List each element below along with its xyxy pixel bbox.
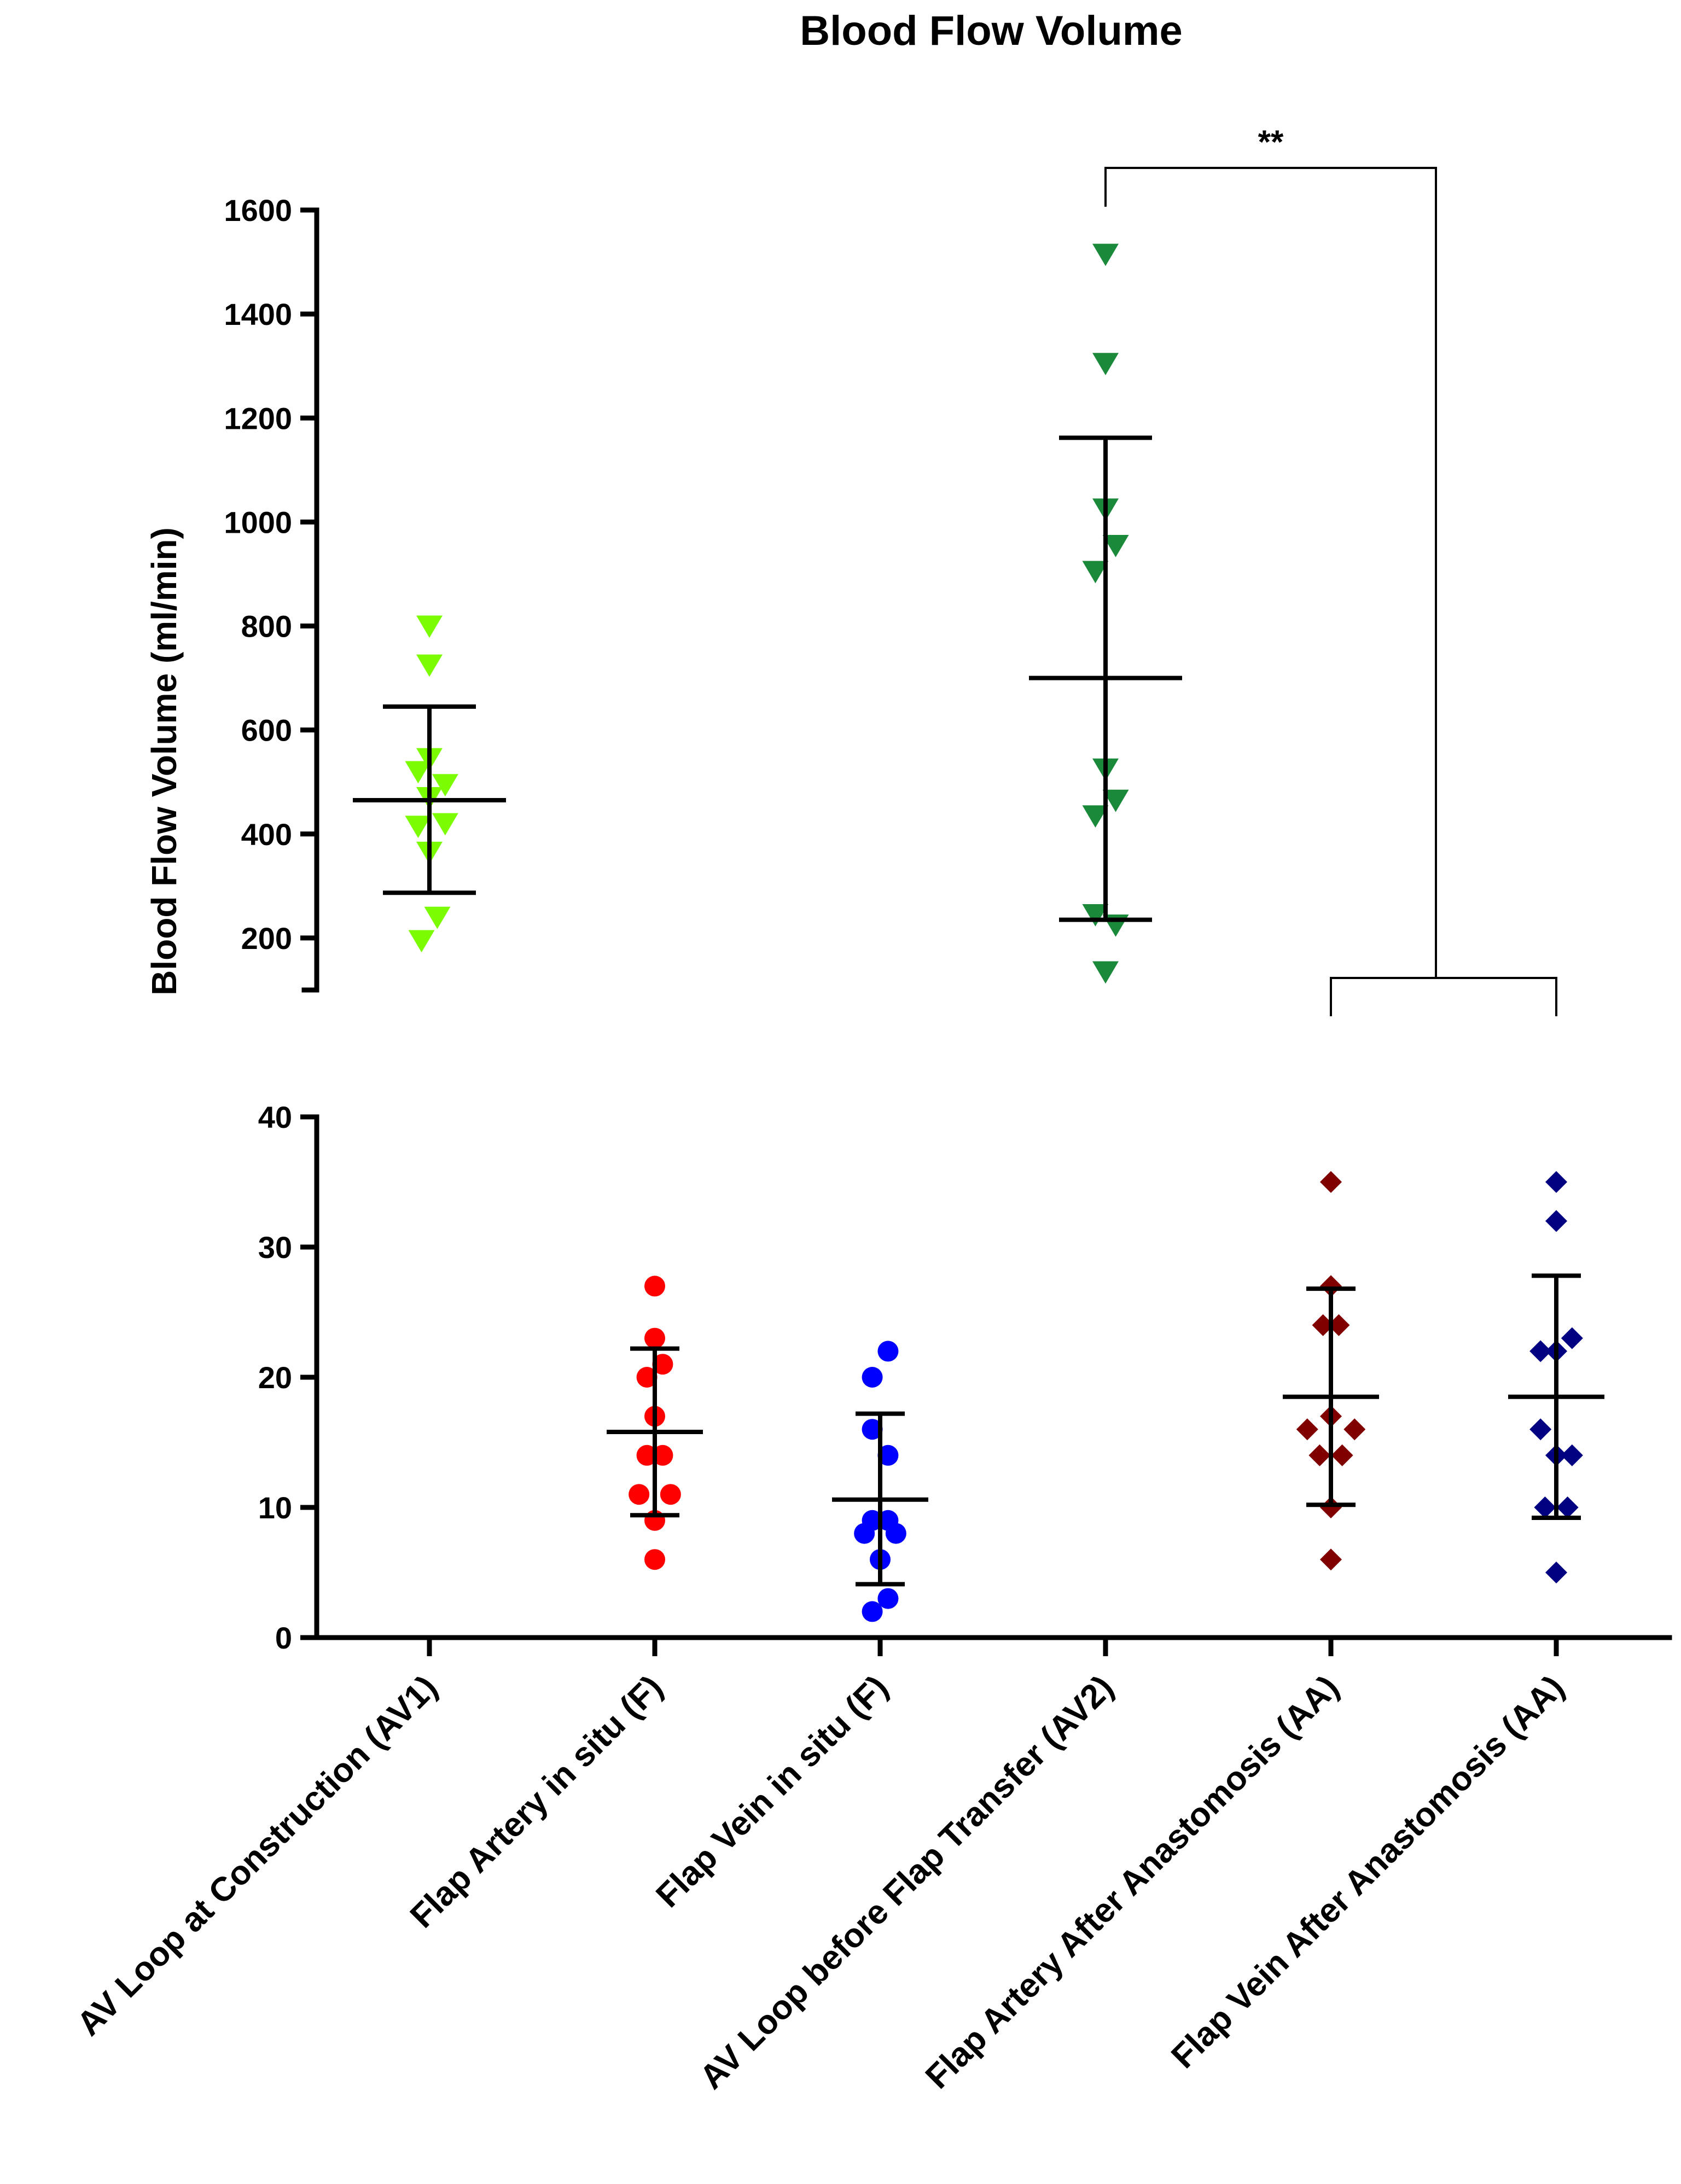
y-tick-label: 1000 [224, 505, 292, 539]
data-point-circle [877, 1445, 899, 1466]
data-point-circle [644, 1276, 665, 1297]
data-point-triangle [416, 654, 443, 677]
data-point-diamond [1296, 1418, 1318, 1441]
series-group [353, 615, 506, 953]
data-series [353, 243, 1604, 1622]
y-axis-label: Blood Flow Volume (ml/min) [144, 527, 184, 995]
x-category-label: Flap Artery After Anastomosis (AA) [918, 1668, 1346, 2096]
data-point-diamond [1556, 1496, 1579, 1518]
data-point-circle [652, 1445, 673, 1466]
data-point-circle [636, 1445, 658, 1466]
x-category-label: Flap Vein in situ (F) [649, 1668, 895, 1915]
bracket-main [1104, 167, 1437, 978]
data-point-circle [862, 1419, 883, 1440]
data-point-circle [885, 1523, 906, 1544]
y-tick-label: 200 [241, 921, 292, 956]
axes [301, 207, 1672, 1640]
x-category-label: AV Loop before Flap Transfer (AV2) [693, 1668, 1121, 2096]
data-point-triangle [1102, 789, 1129, 812]
y-tick-label: 1400 [224, 297, 292, 331]
bracket-sub [1330, 977, 1557, 1016]
data-point-diamond [1561, 1444, 1583, 1466]
data-point-triangle [432, 774, 458, 797]
series-group [1508, 1171, 1604, 1583]
data-point-diamond [1320, 1496, 1342, 1518]
data-point-diamond [1545, 1562, 1567, 1583]
y-tick-label: 0 [275, 1621, 292, 1655]
data-point-diamond [1534, 1496, 1556, 1518]
chart-title: Blood Flow Volume [800, 8, 1182, 54]
y-tick-label: 600 [241, 713, 292, 748]
y-tick-label: 400 [241, 817, 292, 852]
data-point-diamond [1545, 1210, 1567, 1232]
data-point-diamond [1308, 1444, 1331, 1466]
data-point-diamond [1331, 1444, 1353, 1466]
data-point-circle [644, 1549, 665, 1570]
x-category-label: Flap Vein After Anastomosis (AA) [1164, 1668, 1572, 2076]
data-point-triangle [405, 761, 432, 784]
y-tick-label: 30 [258, 1230, 292, 1265]
y-tick-label: 800 [241, 609, 292, 644]
data-point-circle [629, 1484, 650, 1505]
significance-label: ** [1258, 124, 1284, 160]
y-tick-label: 40 [258, 1100, 292, 1134]
data-point-circle [877, 1341, 899, 1362]
data-point-circle [862, 1510, 883, 1531]
data-point-diamond [1343, 1418, 1366, 1441]
data-point-diamond [1545, 1171, 1567, 1193]
upper-y-ticks: 200 400 600 800 1000 1200 1400 1600 [224, 193, 317, 956]
series-group [832, 1341, 928, 1622]
data-point-diamond [1328, 1314, 1350, 1336]
significance-bracket: ** [1104, 124, 1557, 1016]
data-point-triangle [416, 615, 443, 638]
data-point-triangle [408, 930, 435, 953]
data-point-triangle [432, 813, 458, 836]
data-point-diamond [1561, 1327, 1583, 1349]
series-group [1029, 243, 1182, 984]
data-point-circle [636, 1367, 658, 1388]
lower-y-ticks: 0 10 20 30 40 [258, 1100, 317, 1655]
data-point-diamond [1529, 1340, 1552, 1362]
data-point-circle [644, 1327, 665, 1349]
data-point-diamond [1320, 1275, 1342, 1297]
data-point-triangle [1092, 961, 1119, 984]
data-point-circle [652, 1354, 673, 1375]
data-point-triangle [1102, 534, 1129, 557]
y-tick-label: 1200 [224, 401, 292, 435]
y-tick-label: 1600 [224, 193, 292, 228]
data-point-diamond [1320, 1171, 1342, 1193]
data-point-circle [862, 1367, 883, 1388]
x-ticks [427, 1638, 1559, 1656]
y-tick-label: 10 [258, 1490, 292, 1525]
x-category-label: Flap Artery in situ (F) [403, 1668, 670, 1935]
data-point-triangle [424, 906, 451, 929]
data-point-triangle [1082, 805, 1109, 828]
data-point-triangle [1092, 353, 1119, 376]
data-point-diamond [1312, 1314, 1334, 1336]
data-point-circle [660, 1484, 681, 1505]
data-point-circle [877, 1588, 899, 1609]
data-point-diamond [1529, 1418, 1552, 1441]
x-category-labels: AV Loop at Construction (AV1)Flap Artery… [70, 1668, 1572, 2096]
data-point-triangle [405, 816, 432, 838]
data-point-diamond [1320, 1548, 1342, 1571]
data-point-triangle [1082, 561, 1109, 584]
series-group [1283, 1171, 1379, 1571]
series-group [607, 1276, 703, 1570]
data-point-triangle [1092, 243, 1119, 266]
y-tick-label: 20 [258, 1360, 292, 1395]
data-point-circle [862, 1601, 883, 1622]
data-point-triangle [1082, 904, 1109, 927]
x-category-label: AV Loop at Construction (AV1) [70, 1668, 445, 2043]
